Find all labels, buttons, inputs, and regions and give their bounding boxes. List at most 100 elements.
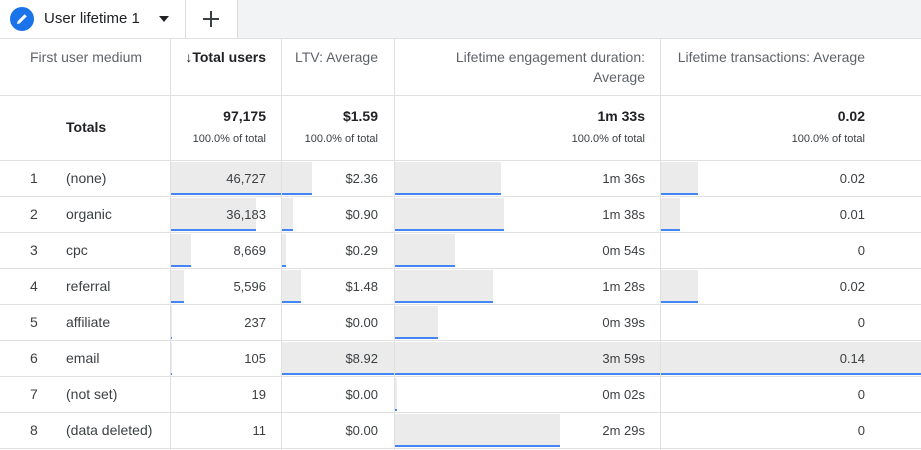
totals-label: Totals: [66, 119, 107, 135]
add-tab[interactable]: [186, 0, 238, 38]
tab-title: User lifetime 1: [44, 10, 140, 27]
cell-bar: [282, 270, 301, 303]
cell-value: 1m 38s: [602, 207, 645, 222]
cell-bar: [395, 414, 561, 447]
row-medium: cpc: [66, 242, 88, 258]
cell-value: 0: [857, 315, 865, 330]
totals-value: 1m 33s: [597, 108, 645, 124]
cell-value: 19: [251, 387, 266, 402]
cell-value: 0: [857, 243, 865, 258]
cell-bar: [171, 270, 185, 303]
totals-share: 100.0% of total: [571, 133, 645, 145]
column-header[interactable]: ↓Total users: [185, 49, 266, 65]
row-divider: [0, 160, 921, 161]
column-divider: [660, 38, 661, 450]
row-divider: [0, 95, 921, 96]
cell-value: 237: [244, 315, 266, 330]
row-divider: [0, 38, 921, 39]
cell-bar: [661, 198, 680, 231]
totals-share: 100.0% of total: [304, 133, 378, 145]
cell-value: 0m 54s: [602, 243, 645, 258]
cell-bar: [395, 378, 398, 411]
cell-value: 5,596: [233, 279, 266, 294]
cell-value: 0m 39s: [602, 315, 645, 330]
row-rank: 1: [30, 170, 38, 186]
row-divider: [0, 304, 921, 305]
cell-bar: [282, 342, 394, 375]
dropdown-icon[interactable]: [158, 14, 170, 24]
cell-bar: [395, 162, 502, 195]
cell-bar: [395, 270, 493, 303]
row-medium: affiliate: [66, 314, 111, 330]
cell-value: 0: [857, 423, 865, 438]
cell-value: 0.02: [839, 279, 865, 294]
row-medium: email: [66, 350, 100, 366]
cell-value: 36,183: [226, 207, 266, 222]
cell-bar: [661, 162, 699, 195]
cell-bar: [282, 162, 312, 195]
edit-icon[interactable]: [9, 6, 35, 32]
cell-value: 0.01: [839, 207, 865, 222]
cell-value: $1.48: [345, 279, 378, 294]
row-rank: 4: [30, 278, 38, 294]
row-rank: 8: [30, 422, 38, 438]
cell-bar: [171, 162, 281, 195]
plus-icon[interactable]: [202, 10, 220, 28]
row-rank: 6: [30, 350, 38, 366]
cell-bar: [395, 342, 660, 375]
cell-bar: [395, 234, 455, 267]
row-divider: [0, 448, 921, 449]
cell-value: $8.92: [345, 351, 378, 366]
cell-value: 0.14: [839, 351, 865, 366]
tab[interactable]: User lifetime 1: [0, 0, 186, 38]
row-rank: 5: [30, 314, 38, 330]
cell-bar: [171, 306, 172, 339]
row-divider: [0, 376, 921, 377]
cell-bar: [282, 234, 286, 267]
cell-value: 8,669: [233, 243, 266, 258]
row-divider: [0, 340, 921, 341]
cell-value: $2.36: [345, 171, 378, 186]
column-header: First user medium: [30, 49, 143, 65]
cell-value: 1m 36s: [602, 171, 645, 186]
cell-value: 2m 29s: [602, 423, 645, 438]
totals-value: 97,175: [223, 108, 266, 124]
cell-value: $0.29: [345, 243, 378, 258]
row-divider: [0, 268, 921, 269]
column-divider: [281, 38, 282, 450]
cell-bar: [395, 306, 439, 339]
cell-value: 105: [244, 351, 266, 366]
cell-bar: [661, 270, 699, 303]
cell-bar: [661, 342, 921, 375]
cell-value: 0: [857, 387, 865, 402]
column-header: Lifetime transactions: Average: [677, 49, 865, 65]
totals-value: $1.59: [342, 108, 378, 124]
row-rank: 2: [30, 206, 38, 222]
cell-value: 1m 28s: [602, 279, 645, 294]
totals-share: 100.0% of total: [192, 133, 266, 145]
column-header: LTV: Average: [294, 49, 378, 65]
totals-share: 100.0% of total: [791, 133, 865, 145]
row-rank: 7: [30, 386, 38, 402]
cell-bar: [282, 198, 294, 231]
cell-value: 0.02: [839, 171, 865, 186]
cell-bar: [395, 198, 504, 231]
cell-value: $0.00: [345, 387, 378, 402]
cell-value: 11: [252, 423, 267, 438]
row-medium: organic: [66, 206, 112, 222]
row-divider: [0, 412, 921, 413]
sort-arrow[interactable]: ↓: [185, 49, 193, 65]
row-medium: (not set): [66, 386, 118, 402]
totals-value: 0.02: [837, 108, 865, 124]
row-rank: 3: [30, 242, 38, 258]
row-medium: referral: [66, 278, 111, 294]
row-medium: (none): [66, 170, 107, 186]
cell-bar: [171, 234, 192, 267]
cell-value: $0.00: [345, 315, 378, 330]
column-divider: [394, 38, 395, 450]
column-header: Lifetime engagement duration: Average: [455, 49, 645, 85]
cell-value: $0.90: [345, 207, 378, 222]
column-divider: [170, 38, 171, 450]
cell-value: 46,727: [226, 171, 266, 186]
